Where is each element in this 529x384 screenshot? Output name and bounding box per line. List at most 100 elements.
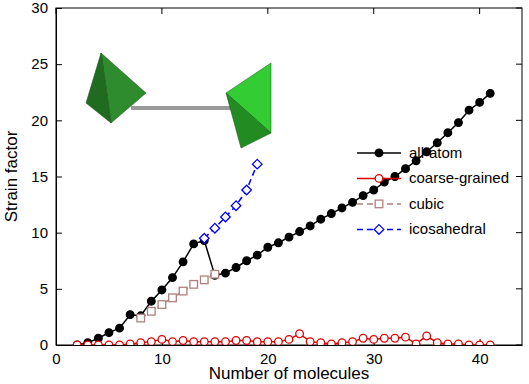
data-point xyxy=(476,99,484,107)
plot-area: 010203040051015202530all-atomcoarse-grai… xyxy=(31,0,522,367)
data-point xyxy=(105,329,113,337)
series-marker-group xyxy=(137,314,145,322)
x-tick-mark-top xyxy=(479,8,480,14)
y-tick-mark xyxy=(56,345,62,346)
series-marker-group xyxy=(264,243,272,251)
series-line xyxy=(141,274,215,318)
data-point xyxy=(126,311,134,319)
series-marker-group xyxy=(349,338,357,345)
series-marker-group xyxy=(73,341,81,345)
x-tick-mark-top xyxy=(56,8,57,14)
data-point xyxy=(179,287,187,295)
series-marker-group xyxy=(317,215,325,223)
series-marker-group xyxy=(476,341,484,345)
series-marker-group xyxy=(222,269,230,277)
data-point xyxy=(200,276,208,284)
x-tick-mark-top xyxy=(161,8,162,14)
y-tick-label: 0 xyxy=(40,336,48,353)
data-point xyxy=(275,338,283,345)
data-point xyxy=(486,90,494,98)
data-point xyxy=(317,215,325,223)
series-marker-group xyxy=(359,334,367,342)
x-tick-mark-top xyxy=(267,8,268,14)
data-point xyxy=(190,338,198,345)
y-axis: 051015202530 xyxy=(31,0,62,353)
data-point xyxy=(231,201,241,211)
y-tick-mark-right xyxy=(516,8,522,9)
data-point xyxy=(158,336,166,344)
series-marker-group xyxy=(317,339,325,345)
data-point xyxy=(381,334,389,342)
series-marker-group xyxy=(338,339,346,345)
data-point xyxy=(169,294,177,302)
y-tick: 5 xyxy=(40,280,62,297)
data-point xyxy=(370,186,378,194)
series-marker-group xyxy=(232,264,240,272)
series-marker-group xyxy=(73,341,81,345)
legend-label: all-atom xyxy=(409,144,462,161)
series-marker-group xyxy=(116,341,124,345)
data-point xyxy=(455,119,463,127)
series-marker-group xyxy=(423,332,431,340)
data-point xyxy=(338,339,346,345)
data-point xyxy=(423,332,431,340)
data-point xyxy=(264,338,272,345)
y-tick: 25 xyxy=(31,55,62,72)
data-point xyxy=(486,341,494,345)
x-tick: 40 xyxy=(472,339,489,367)
data-point xyxy=(105,341,113,345)
legend-entry: coarse-grained xyxy=(357,169,509,186)
legend: all-atomcoarse-grainedcubicicosahedral xyxy=(357,144,509,238)
y-tick-label: 15 xyxy=(31,168,48,185)
data-point xyxy=(359,192,367,200)
data-point xyxy=(73,341,81,345)
data-point xyxy=(158,301,166,309)
series-marker-group xyxy=(210,223,220,233)
legend-marker-group xyxy=(375,175,383,183)
y-tick-mark xyxy=(56,64,62,65)
data-point xyxy=(296,330,304,338)
y-tick-mark-right xyxy=(516,120,522,121)
y-tick-mark xyxy=(56,120,62,121)
series-marker-group xyxy=(328,340,336,345)
x-tick-label: 0 xyxy=(52,350,60,367)
y-tick-mark-right xyxy=(516,345,522,346)
data-point xyxy=(200,338,208,345)
y-tick-mark-right xyxy=(516,288,522,289)
y-tick-mark-right xyxy=(516,64,522,65)
series-marker-group xyxy=(253,251,261,259)
series-marker-group xyxy=(169,274,177,282)
data-point xyxy=(252,159,262,169)
series-marker-group xyxy=(455,340,463,345)
legend-marker-group xyxy=(375,149,383,157)
data-point xyxy=(253,338,261,345)
series-marker-group xyxy=(412,340,420,345)
series-marker-group xyxy=(169,294,177,302)
series-marker-group xyxy=(349,199,357,207)
x-tick-label: 40 xyxy=(472,350,489,367)
data-point xyxy=(328,340,336,345)
y-axis-title: Strain factor xyxy=(2,130,21,222)
series-marker-group xyxy=(402,333,410,341)
series-marker-group xyxy=(285,233,293,241)
series-marker-group xyxy=(116,324,124,332)
series-marker-group xyxy=(465,341,473,345)
series-marker-group xyxy=(190,338,198,345)
y-tick: 0 xyxy=(40,336,62,353)
series-marker-group xyxy=(126,311,134,319)
data-point xyxy=(137,314,145,322)
series-marker-group xyxy=(190,240,198,248)
data-point xyxy=(444,129,452,137)
data-point xyxy=(211,338,219,345)
data-point xyxy=(317,339,325,345)
series-marker-group xyxy=(455,119,463,127)
series-marker-group xyxy=(179,258,187,266)
data-point xyxy=(412,340,420,345)
series-marker-group xyxy=(275,239,283,247)
series-marker-group xyxy=(328,210,336,218)
y-tick-label: 5 xyxy=(40,280,48,297)
legend-marker xyxy=(374,225,384,235)
series-marker-group xyxy=(242,185,252,195)
series-marker-group xyxy=(243,337,251,345)
data-point xyxy=(338,204,346,212)
